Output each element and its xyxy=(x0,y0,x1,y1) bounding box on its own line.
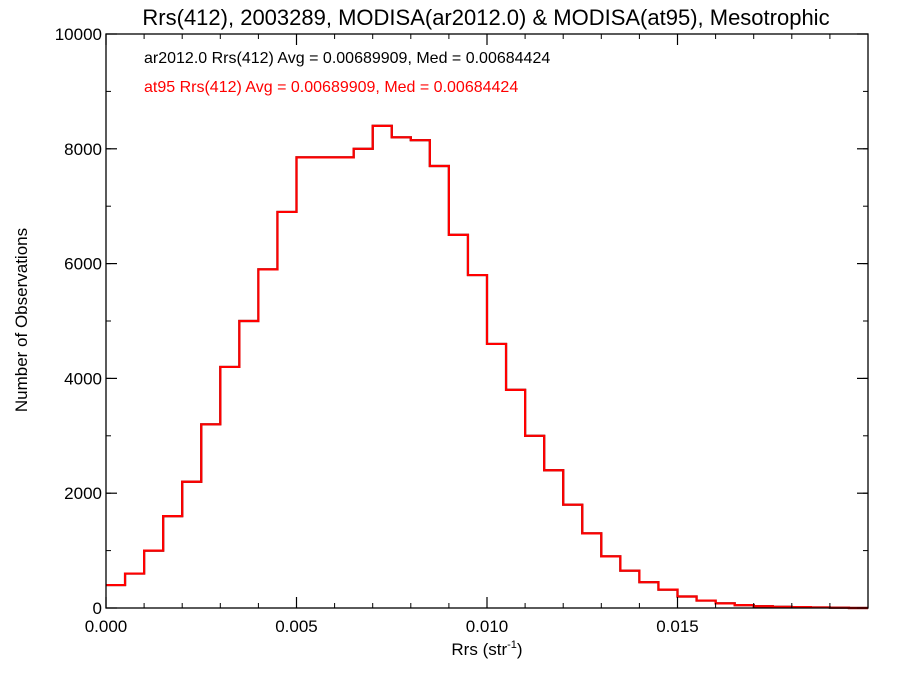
x-axis-label: Rrs (str-1) xyxy=(451,639,522,659)
x-tick-label: 0.005 xyxy=(275,617,318,636)
tick-layer xyxy=(105,33,869,609)
y-tick-label: 8000 xyxy=(64,140,102,159)
y-tick-label: 0 xyxy=(93,599,102,618)
x-tick-label: 0.000 xyxy=(85,617,128,636)
x-axis-label-close: ) xyxy=(517,640,523,659)
series-line-at95 xyxy=(106,124,868,610)
y-tick-label: 4000 xyxy=(64,369,102,388)
x-axis-label-superscript: -1 xyxy=(507,639,517,651)
x-tick-label: 0.010 xyxy=(466,617,509,636)
y-tick-label: 10000 xyxy=(55,25,102,44)
tick-label-layer: 0.000 0.005 0.010 0.015 0 2000 4000 6000 8000 100… xyxy=(55,25,699,636)
chart-title: Rrs(412), 2003289, MODISA(ar2012.0) & MO… xyxy=(142,5,829,30)
y-tick-label: 6000 xyxy=(64,255,102,274)
x-tick-label: 0.015 xyxy=(656,617,699,636)
legend-stat-ar2012: ar2012.0 Rrs(412) Avg = 0.00689909, Med … xyxy=(144,50,550,67)
x-axis-label-text: Rrs (str xyxy=(451,640,507,659)
y-axis-label: Number of Observations xyxy=(12,228,31,412)
series-layer xyxy=(106,124,868,610)
legend-stat-at95: at95 Rrs(412) Avg = 0.00689909, Med = 0.… xyxy=(144,79,518,96)
y-tick-label: 2000 xyxy=(64,484,102,503)
